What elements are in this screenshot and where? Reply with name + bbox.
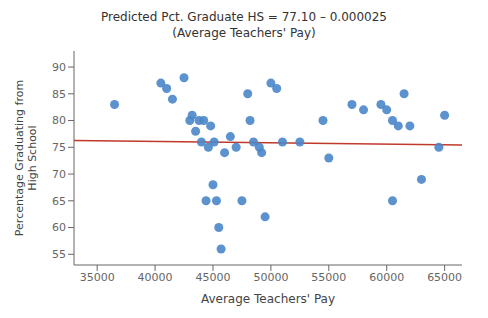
svg-text:Average Teachers' Pay: Average Teachers' Pay (201, 292, 335, 306)
html-text:(Average Teachers' Pay): (Average Teachers' Pay) (172, 26, 316, 40)
svg-text:90: 90 (52, 61, 66, 74)
svg-text:65000: 65000 (427, 271, 462, 284)
svg-text:70: 70 (52, 168, 66, 181)
html-text:Predicted Pct. Graduate HS = 7: Predicted Pct. Graduate HS = 77.10 – 0.0… (101, 10, 387, 24)
svg-text:45000: 45000 (195, 271, 230, 284)
svg-text:40000: 40000 (138, 271, 173, 284)
svg-text:55000: 55000 (311, 271, 346, 284)
svg-text:85: 85 (52, 88, 66, 101)
svg-text:60: 60 (52, 221, 66, 234)
svg-text:Percentage Graduating fromHigh: Percentage Graduating fromHigh School (13, 80, 39, 236)
svg-text:60000: 60000 (369, 271, 404, 284)
svg-text:55: 55 (52, 248, 66, 261)
svg-text:75: 75 (52, 141, 66, 154)
svg-text:65: 65 (52, 195, 66, 208)
svg-text:80: 80 (52, 114, 66, 127)
svg-text:50000: 50000 (253, 271, 288, 284)
svg-text:35000: 35000 (80, 271, 115, 284)
